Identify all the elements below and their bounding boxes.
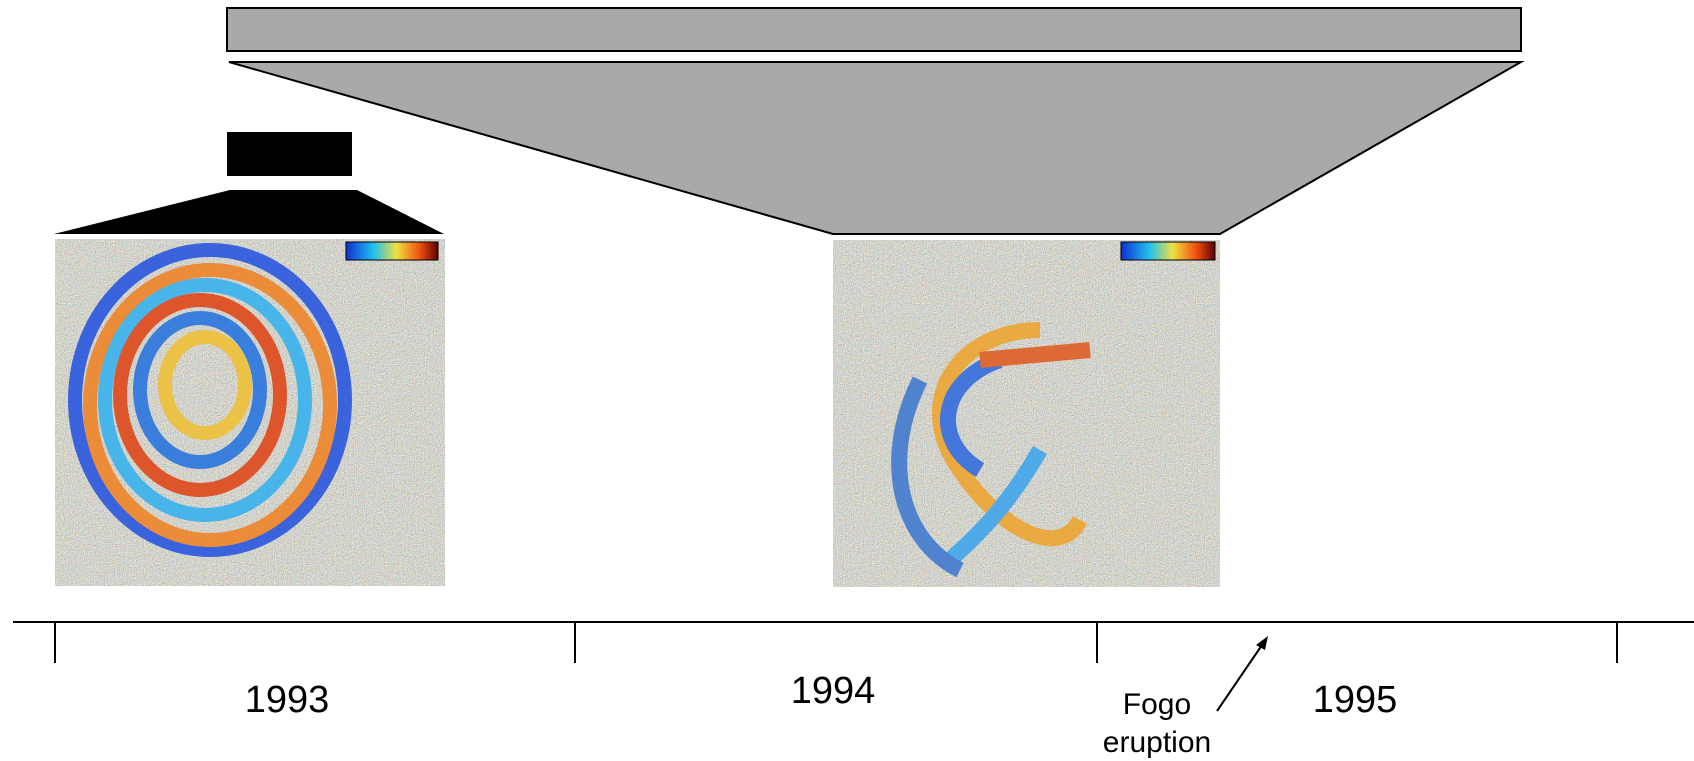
interferogram xyxy=(55,239,445,586)
annotation-arrow xyxy=(1216,636,1268,712)
year-label: 1995 xyxy=(1313,679,1398,721)
annotation-text: eruption xyxy=(1103,726,1211,759)
interferogram xyxy=(833,240,1220,587)
year-label: 1994 xyxy=(791,670,876,712)
timeline-ticks xyxy=(54,622,1618,663)
period-bar xyxy=(226,7,1522,52)
year-label: 1993 xyxy=(245,679,330,721)
annotation-text: Fogo xyxy=(1123,688,1191,721)
period-funnel xyxy=(228,61,1525,235)
period-bar xyxy=(227,132,352,176)
period-funnel xyxy=(54,190,444,234)
